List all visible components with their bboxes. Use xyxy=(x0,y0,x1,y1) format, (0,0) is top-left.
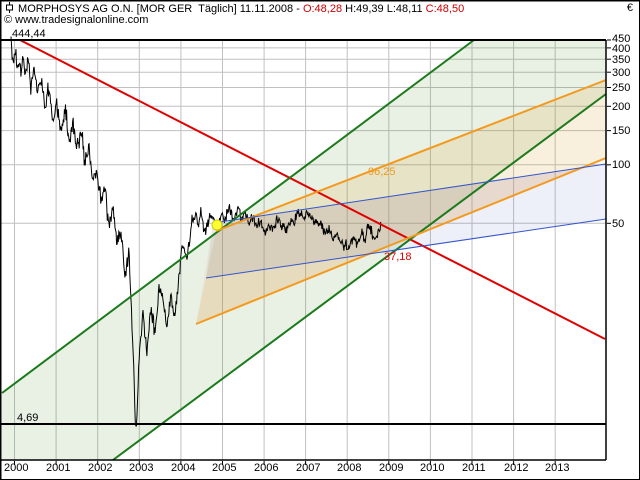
svg-text:444,44: 444,44 xyxy=(12,28,46,40)
svg-text:96,25: 96,25 xyxy=(368,166,396,178)
svg-text:4,69: 4,69 xyxy=(17,412,38,424)
svg-text:37,18: 37,18 xyxy=(384,251,412,263)
